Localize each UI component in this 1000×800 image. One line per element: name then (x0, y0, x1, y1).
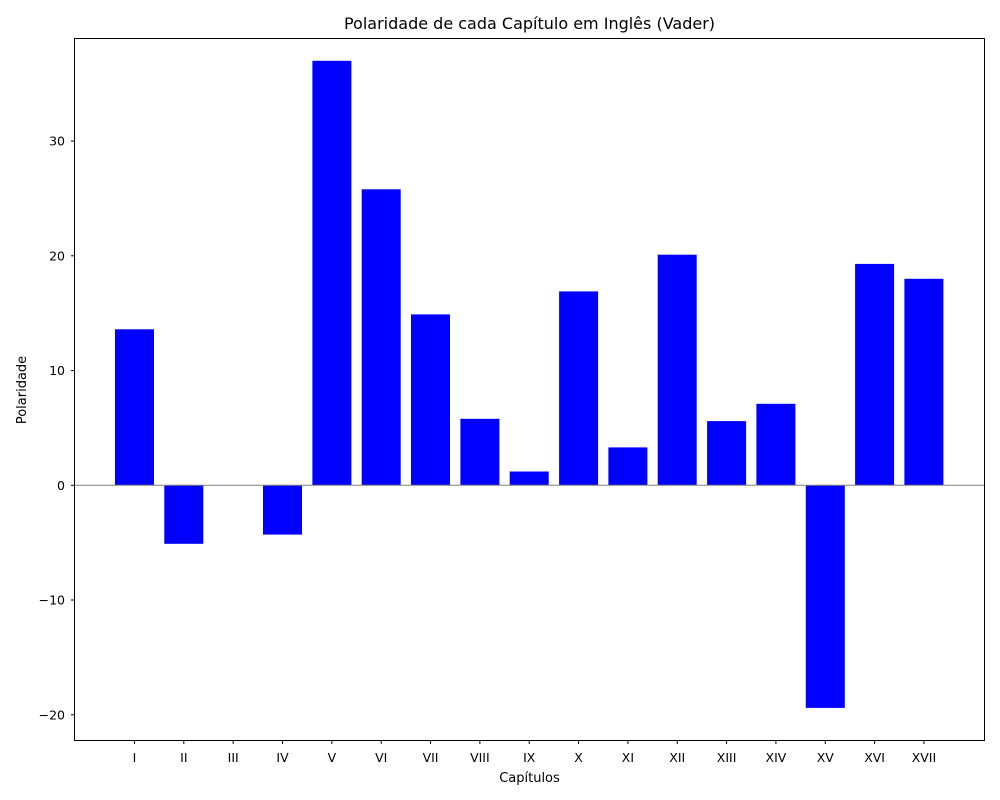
x-tick-label: XI (622, 750, 634, 765)
bar-VI (361, 189, 401, 486)
x-tick-label: VI (375, 750, 387, 765)
plot-frame (74, 38, 985, 741)
bar-V (312, 60, 352, 486)
bar-XIII (707, 421, 747, 486)
bars-group (115, 60, 944, 708)
x-tick-label: XII (669, 750, 685, 765)
bar-XVII (904, 278, 944, 486)
x-tick-label: XVI (864, 750, 885, 765)
bar-X (559, 291, 599, 486)
bar-II (164, 485, 204, 544)
y-tick-label: −20 (39, 707, 65, 722)
x-tick-label: X (574, 750, 583, 765)
y-tick-label: −10 (39, 593, 65, 608)
bar-XVI (855, 263, 895, 486)
x-tick-label: XV (817, 750, 835, 765)
y-tick-label: 30 (49, 134, 65, 149)
bar-XIV (756, 403, 796, 486)
x-axis-label: Capítulos (499, 771, 560, 786)
x-tick-label: IX (523, 750, 536, 765)
bar-XV (805, 485, 845, 708)
x-tick-label: VII (423, 750, 439, 765)
x-tick-label: III (228, 750, 239, 765)
x-tick-label: VIII (470, 750, 490, 765)
bar-I (115, 329, 154, 486)
x-tick-label: I (133, 750, 137, 765)
x-tick-label: V (328, 750, 337, 765)
y-tick-label: 10 (49, 363, 65, 378)
bar-VII (411, 314, 450, 486)
chart-title: Polaridade de cada Capítulo em Inglês (V… (344, 14, 715, 33)
y-tick-label: 0 (57, 478, 65, 493)
bar-IX (509, 471, 549, 486)
x-tick-label: XIV (766, 750, 787, 765)
bar-XI (608, 447, 648, 486)
x-tick-label: XIII (717, 750, 737, 765)
y-axis-ticks: −20 −10 0 10 20 30 (39, 134, 75, 722)
bar-VIII (460, 418, 500, 486)
y-tick-label: 20 (49, 248, 65, 263)
bar-XII (657, 254, 697, 486)
x-axis-ticks: I II III IV V VI VII VIII IX X XI XII XIII XIV XV XVI XV… (133, 740, 937, 765)
y-axis-label: Polaridade (15, 356, 30, 424)
x-tick-label: IV (276, 750, 289, 765)
bar-IV (263, 485, 302, 535)
x-tick-label: II (180, 750, 187, 765)
x-tick-label: XVII (912, 750, 937, 765)
